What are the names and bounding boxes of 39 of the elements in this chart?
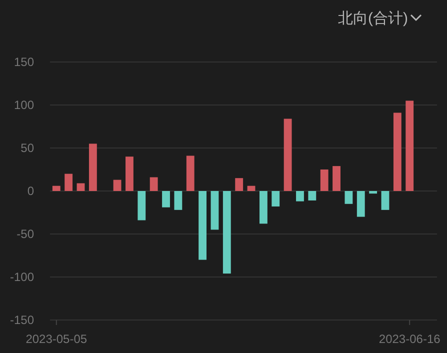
bar — [64, 174, 73, 191]
bar — [222, 191, 231, 274]
y-tick-label: -150 — [10, 313, 34, 327]
bar — [320, 170, 328, 191]
bar — [356, 191, 365, 217]
bar — [272, 191, 280, 206]
y-tick-label: -50 — [16, 227, 34, 241]
bar — [344, 191, 353, 204]
y-tick-label: 0 — [27, 184, 34, 198]
x-tick-label: 2023-05-05 — [26, 332, 88, 346]
bar — [162, 191, 170, 208]
bar — [186, 156, 194, 191]
bar — [332, 166, 340, 191]
y-tick-label: 100 — [14, 98, 34, 112]
bar — [198, 191, 207, 260]
y-tick-label: 150 — [14, 55, 34, 69]
bar — [88, 144, 97, 191]
bar — [150, 177, 158, 191]
bar — [210, 191, 219, 230]
bar — [296, 191, 304, 202]
bar — [138, 191, 146, 220]
bar — [52, 186, 60, 191]
bar — [369, 191, 378, 194]
bar — [284, 118, 292, 191]
chart-title: 北向(合计) — [338, 10, 408, 27]
bar — [393, 112, 402, 191]
bar — [308, 191, 316, 200]
bar — [113, 180, 122, 191]
bar — [259, 191, 268, 224]
bar — [406, 100, 414, 191]
bar — [76, 183, 85, 191]
bar — [174, 191, 182, 210]
x-tick-label: 2023-06-16 — [378, 332, 441, 346]
y-tick-label: 50 — [20, 141, 34, 155]
bar — [126, 156, 134, 191]
bar — [235, 178, 244, 191]
bar — [381, 191, 390, 210]
y-tick-label: -100 — [10, 270, 34, 284]
bar — [247, 186, 256, 191]
